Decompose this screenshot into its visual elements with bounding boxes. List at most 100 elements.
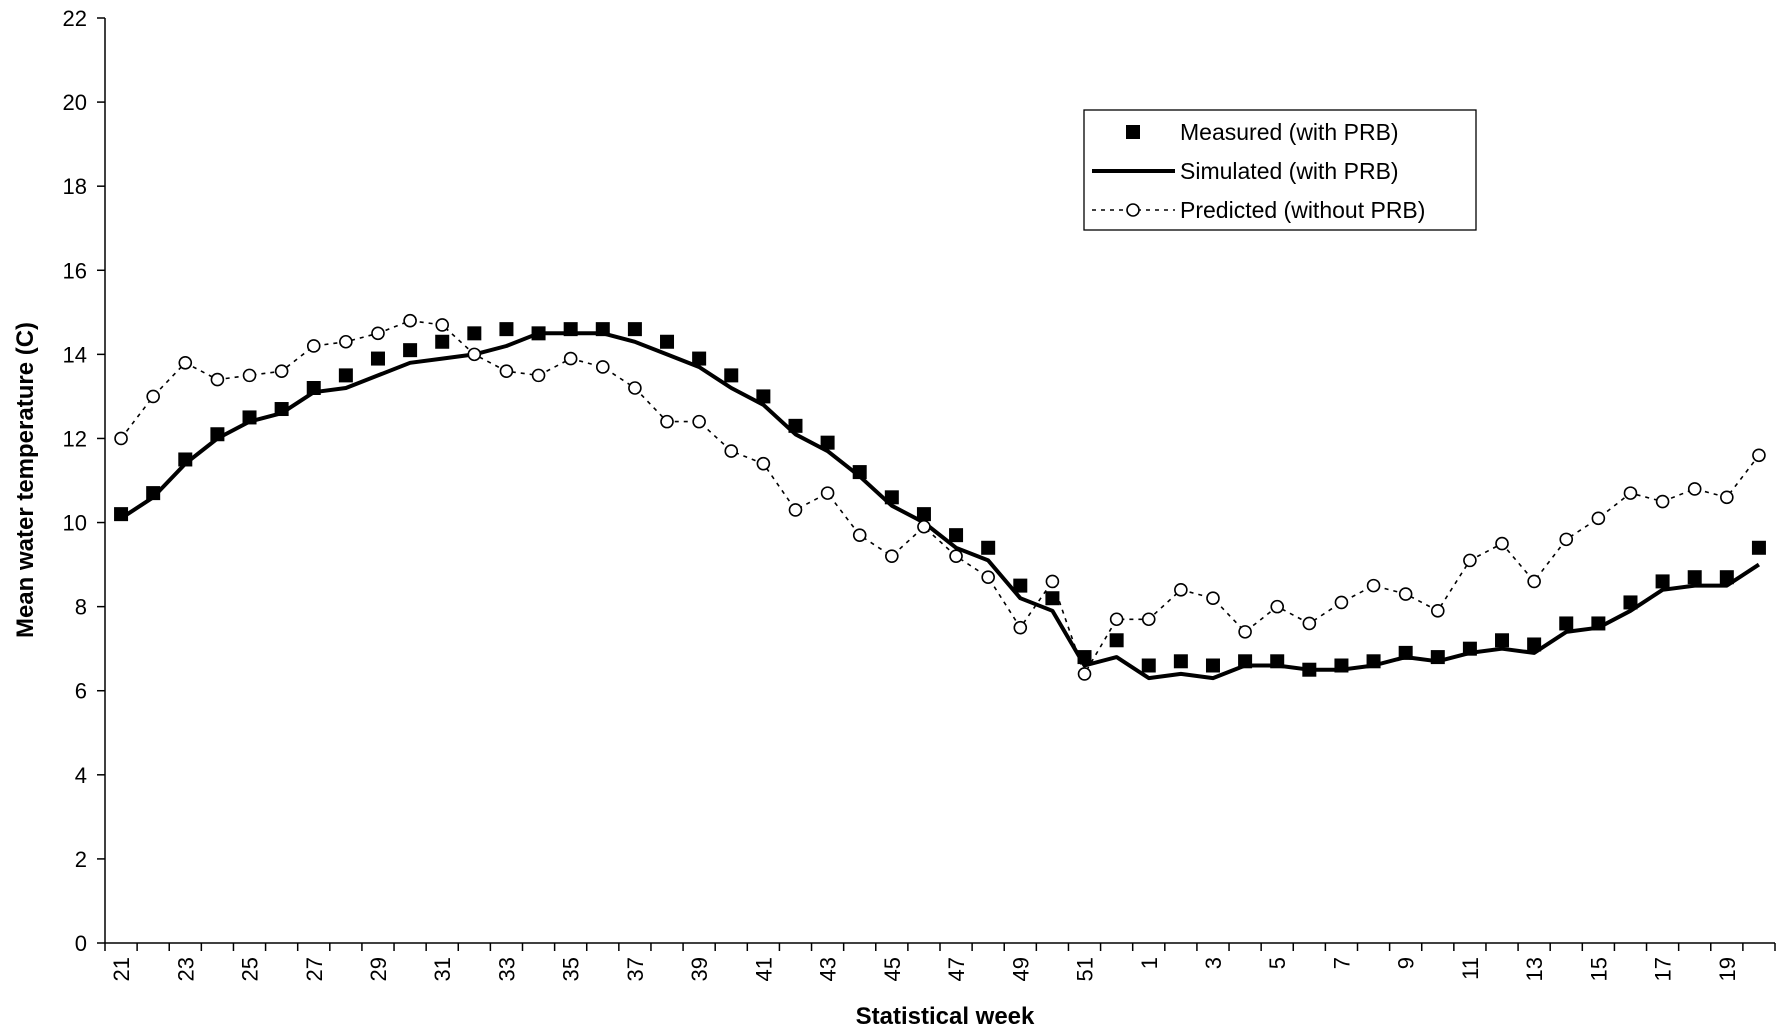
y-tick-label: 2 [75,847,87,872]
measured-point [724,368,739,383]
series-predicted-without-prb [114,313,1766,681]
measured-point [756,389,771,404]
x-axis-title: Statistical week [856,1003,1035,1030]
legend-entry: Measured (with PRB) [1126,119,1399,145]
measured-point [1045,591,1060,606]
x-axis: 21 23 25 27 29 31 33 35 37 39 41 43 45 47 49 51 1 3 5 7 9 11 1… [104,942,1776,981]
predicted-point [435,318,450,332]
predicted-point [595,360,610,374]
x-tick-label: 37 [623,957,648,981]
x-tick-label: 51 [1073,957,1098,981]
x-tick-label: 21 [109,957,134,981]
predicted-point [1077,667,1092,681]
predicted-point [371,326,385,341]
legend: Measured (with PRB) Simulated (with PRB) P… [1083,109,1477,231]
x-tick-label: 41 [751,957,776,981]
predicted-point [178,355,193,370]
predicted-point [1495,536,1509,551]
measured-point [1623,595,1638,610]
predicted-point [467,347,482,362]
predicted-point [1398,587,1413,601]
predicted-point [1109,612,1124,627]
x-tick-label: 23 [173,957,198,981]
predicted-point [499,364,514,378]
predicted-point [339,334,353,349]
y-tick-label: 8 [75,595,87,620]
predicted-point [1013,620,1028,635]
measured-point [1751,540,1766,555]
x-tick-label: 13 [1522,957,1547,981]
predicted-point [628,381,642,395]
legend-symbol-predicted-marker [1126,203,1140,217]
y-tick-label: 22 [63,6,87,31]
y-tick-label: 20 [63,90,87,115]
legend-label: Measured (with PRB) [1180,119,1399,145]
measured-point [1013,578,1028,593]
measured-point [1495,633,1510,648]
x-tick-label: 19 [1715,957,1740,981]
x-tick-label: 27 [302,957,327,981]
y-axis-title: Mean water temperature (C) [12,322,39,638]
measured-point [820,435,835,450]
predicted-point [1559,532,1574,547]
measured-point [1141,658,1156,673]
measured-point [467,326,482,341]
y-tick-label: 12 [63,426,87,451]
predicted-point [1045,574,1060,589]
x-tick-label: 1 [1137,957,1162,969]
measured-point [499,322,514,337]
x-tick-label: 43 [816,957,841,981]
x-tick-label: 3 [1201,957,1226,969]
measured-point [627,322,642,337]
x-tick-label: 35 [559,957,584,981]
x-tick-label: 45 [880,957,905,981]
predicted-point [403,313,417,328]
measured-point [1205,658,1220,673]
y-tick-label: 14 [63,342,87,367]
predicted-point [1206,591,1220,606]
predicted-point [724,444,739,458]
predicted-point [1302,616,1317,631]
predicted-point [274,364,289,378]
measured-point [949,528,964,543]
measured-point [370,351,385,366]
predicted-point [146,389,160,404]
x-tick-label: 15 [1586,957,1611,981]
x-tick-label: 9 [1394,957,1419,969]
measured-point [1109,633,1124,648]
predicted-line [120,319,1760,676]
predicted-point [949,549,963,563]
predicted-point [1591,511,1606,526]
x-tick-label: 31 [430,957,455,981]
y-tick-label: 0 [75,931,87,956]
predicted-point [1463,553,1477,568]
predicted-point [692,414,706,429]
predicted-point [660,414,674,429]
predicted-point [1141,612,1156,627]
series-layer [114,313,1766,681]
predicted-point [210,372,225,387]
measured-point [660,334,675,349]
x-tick-label: 39 [687,957,712,981]
predicted-point [1334,595,1349,610]
predicted-point [981,570,995,585]
y-tick-label: 6 [75,679,87,704]
measured-point [1559,616,1574,631]
predicted-point [1366,578,1381,593]
measured-point [1719,570,1734,585]
predicted-point [1174,583,1188,597]
measured-point [1687,570,1702,585]
measured-point [916,507,931,522]
predicted-point [756,456,771,471]
x-tick-label: 7 [1329,957,1354,969]
measured-point [1527,637,1542,652]
predicted-point [885,549,899,563]
legend-entry: Simulated (with PRB) [1092,158,1399,184]
x-tick-label: 49 [1008,957,1033,981]
predicted-point [531,368,546,383]
predicted-point [1270,599,1285,614]
predicted-point [820,486,835,500]
simulated-line [120,331,1760,681]
x-tick-label: 25 [238,957,263,981]
predicted-point [1687,482,1702,496]
